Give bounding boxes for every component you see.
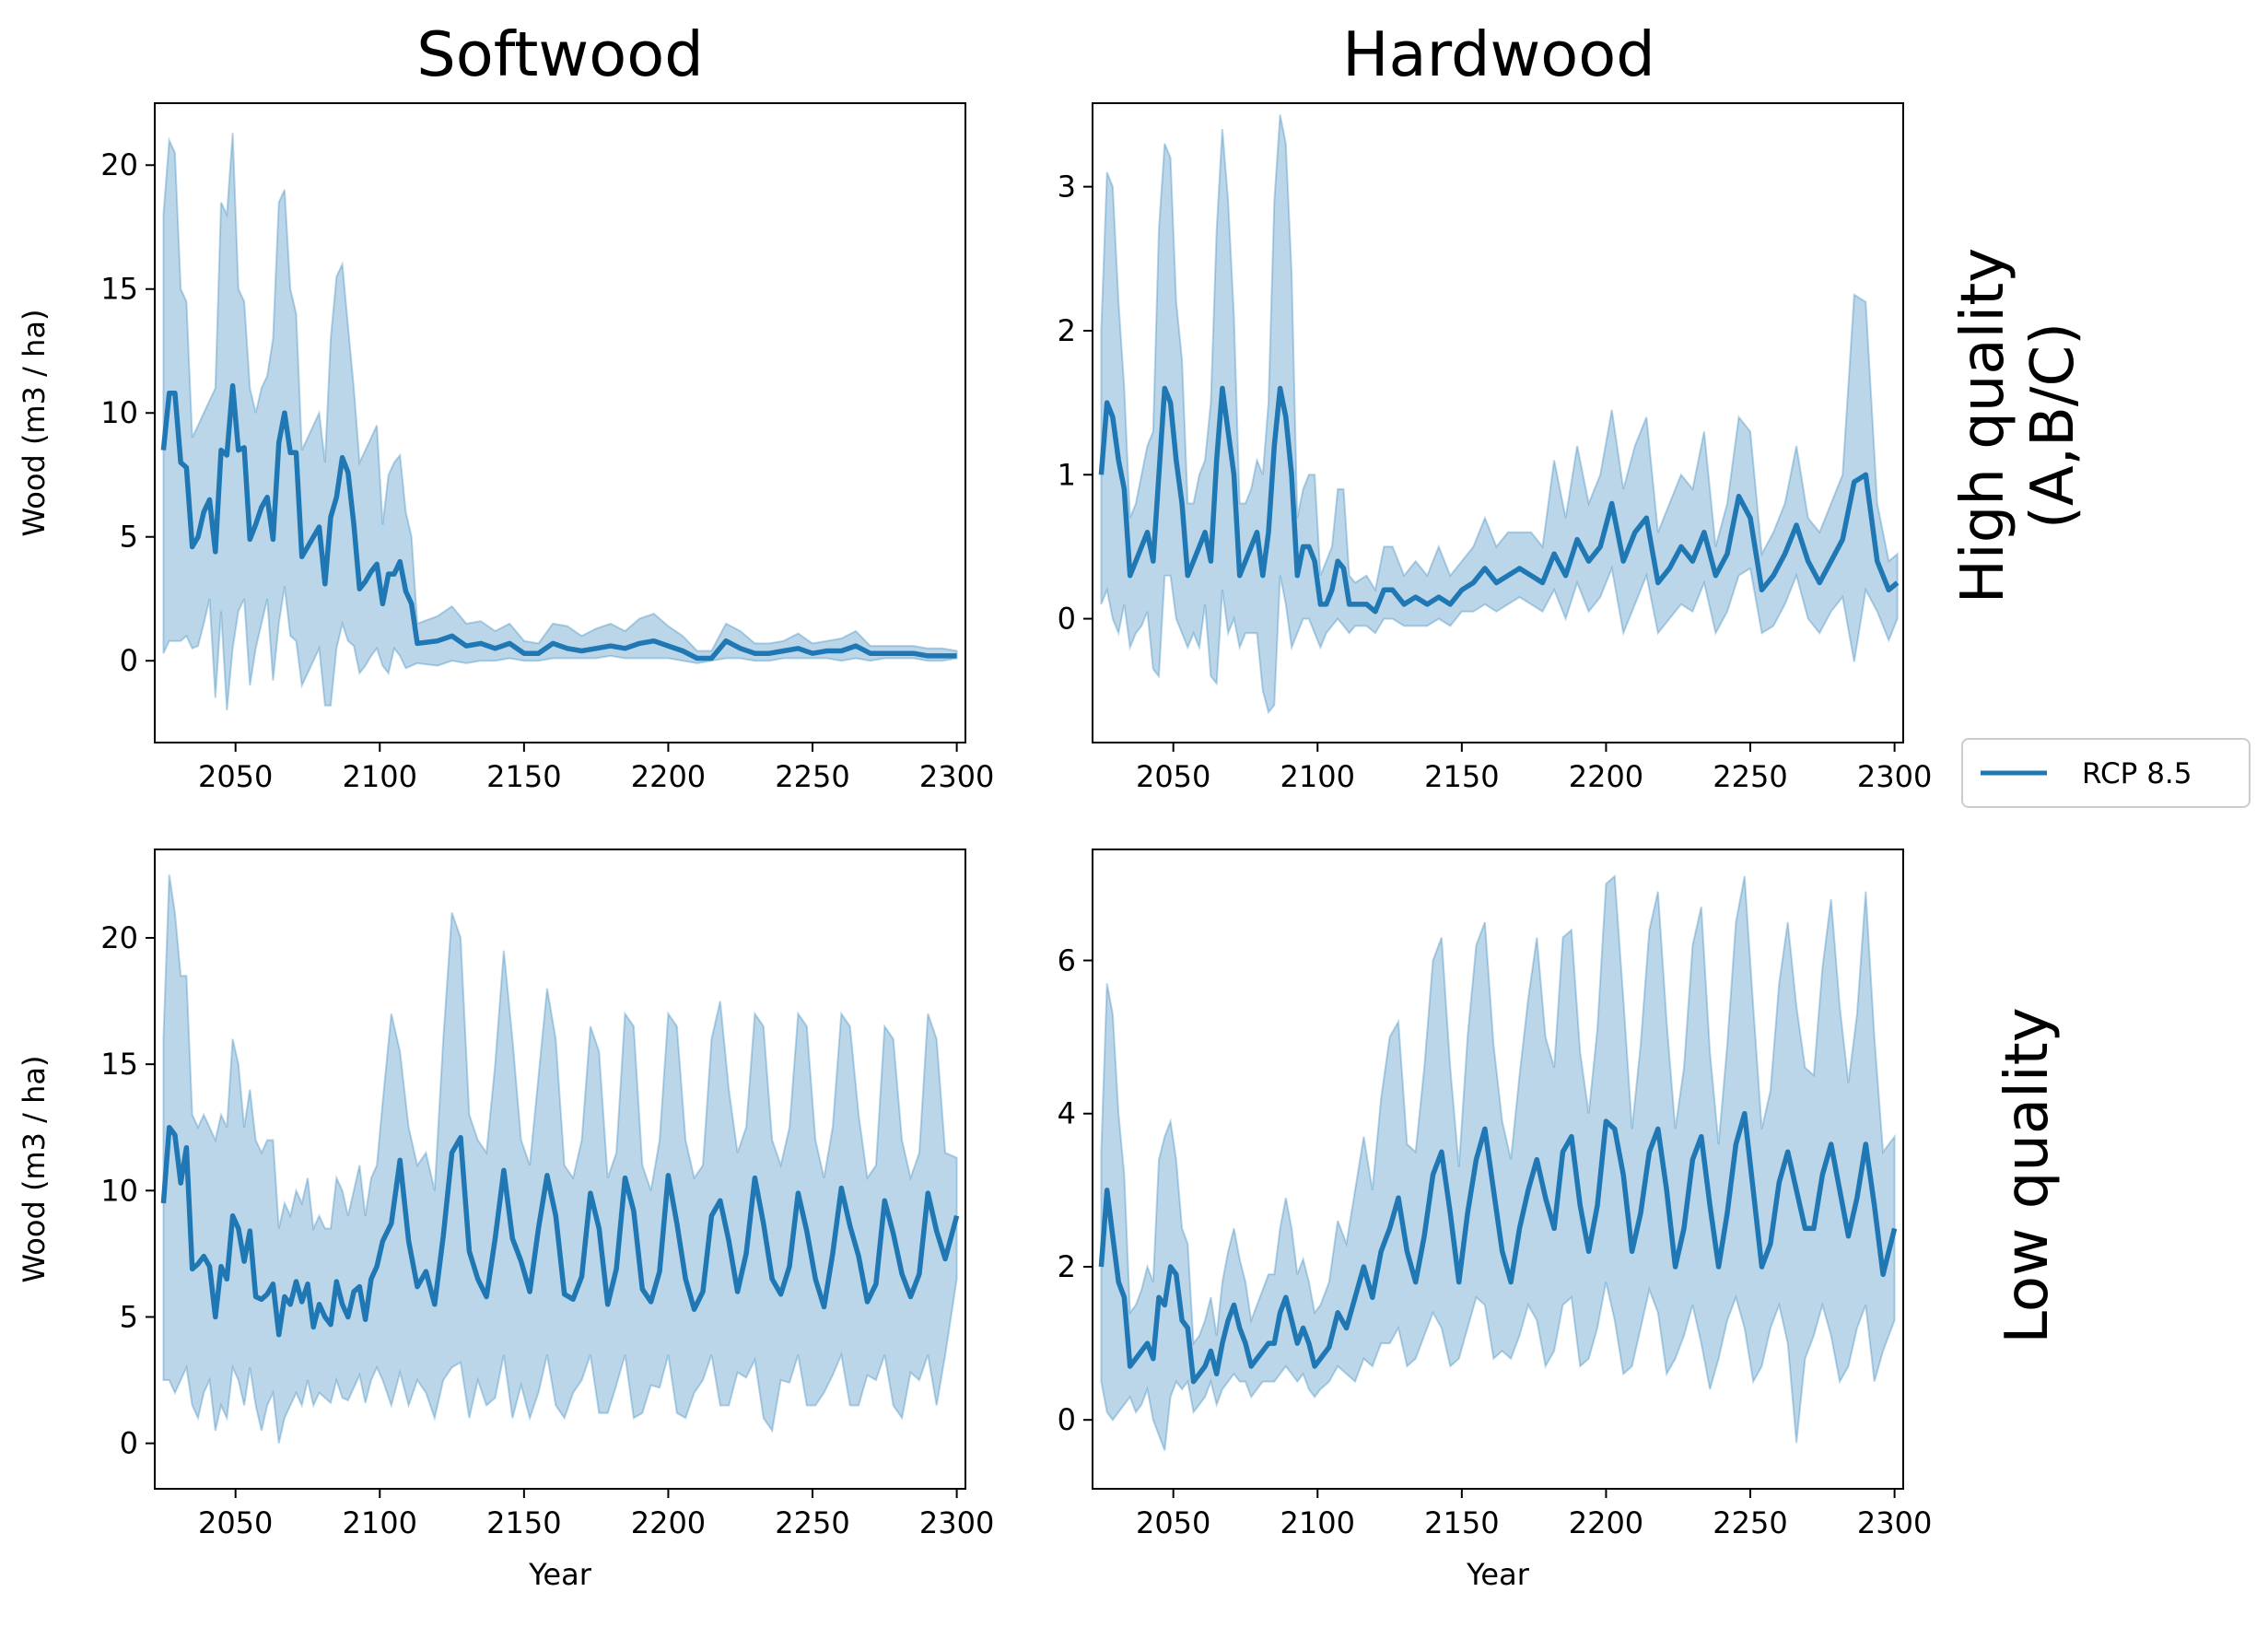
- x-tick-label: 2050: [198, 1505, 273, 1540]
- y-tick-label: 1: [1058, 457, 1076, 492]
- y-tick-label: 6: [1058, 943, 1076, 978]
- legend-frame: [1961, 738, 2250, 808]
- y-tick-label: 10: [100, 395, 138, 430]
- y-tick-label: 20: [100, 147, 138, 182]
- row-label-low-quality: Low quality: [1993, 1007, 2062, 1343]
- plot-area: [1098, 874, 1898, 1451]
- x-tick-label: 2050: [1136, 1505, 1210, 1540]
- x-tick-label: 2300: [919, 759, 994, 794]
- y-tick-label: 10: [100, 1173, 138, 1208]
- y-tick-label: 15: [100, 1047, 138, 1082]
- x-tick-label: 2200: [631, 759, 706, 794]
- x-tick-label: 2050: [198, 759, 273, 794]
- x-tick-label: 2100: [343, 759, 417, 794]
- plot-area: [160, 874, 960, 1444]
- y-tick-label: 2: [1058, 1249, 1076, 1284]
- x-tick-label: 2200: [1569, 1505, 1643, 1540]
- axes-frame: [1092, 849, 1904, 1490]
- y-tick-label: 3: [1058, 170, 1076, 205]
- plot-area: [1098, 114, 1900, 715]
- y-tick-label: 0: [120, 643, 138, 678]
- x-tick-label: 2150: [486, 759, 561, 794]
- series-line: [1098, 385, 1900, 615]
- y-tick-label: 4: [1058, 1096, 1076, 1131]
- y-axis-label: Wood (m3 / ha): [17, 310, 52, 537]
- series-line: [160, 1124, 960, 1338]
- y-tick-label: 0: [1058, 1402, 1076, 1437]
- y-tick-label: 2: [1058, 313, 1076, 348]
- x-tick-label: 2300: [919, 1505, 994, 1540]
- x-axis-label: Year: [1466, 1557, 1530, 1592]
- x-tick-label: 2100: [1280, 759, 1355, 794]
- y-tick-label: 15: [100, 272, 138, 307]
- column-title-hardwood: Hardwood: [1342, 18, 1655, 90]
- x-tick-label: 2300: [1857, 759, 1932, 794]
- y-tick-label: 20: [100, 920, 138, 955]
- row-label-low-quality-line1: Low quality: [1993, 1007, 2062, 1343]
- y-tick-label: 0: [1058, 602, 1076, 637]
- legend-label: RCP 8.5: [2082, 757, 2192, 790]
- x-tick-label: 2250: [775, 1505, 849, 1540]
- x-tick-label: 2300: [1857, 1505, 1932, 1540]
- confidence-band: [1100, 874, 1896, 1451]
- x-tick-label: 2200: [1569, 759, 1643, 794]
- row-label-high-quality-line1: High quality: [1949, 248, 2017, 603]
- row-label-high-quality: High quality (A,B/C): [1949, 248, 2087, 603]
- x-tick-label: 2250: [1713, 759, 1787, 794]
- x-tick-label: 2200: [631, 1505, 706, 1540]
- panel-2: 2050 2100 2150 2200 2250 2300 0 1 2 3: [1058, 102, 1932, 794]
- x-tick-label: 2250: [775, 759, 849, 794]
- y-tick-label: 5: [120, 520, 138, 555]
- y-tick-label: 5: [120, 1299, 138, 1334]
- x-tick-label: 2150: [1424, 1505, 1499, 1540]
- x-tick-label: 2150: [486, 1505, 561, 1540]
- x-tick-label: 2050: [1136, 759, 1210, 794]
- axes-frame: [154, 102, 966, 743]
- y-axis-label: Wood (m3 / ha): [17, 1056, 52, 1283]
- row-label-high-quality-line2: (A,B/C): [2019, 322, 2087, 529]
- x-tick-label: 2250: [1713, 1505, 1787, 1540]
- panel-3: 2050 2100 2150 2200 2250 2300 0 5 10 15 20 Year Wood…: [17, 849, 994, 1592]
- series-line: [1098, 1110, 1898, 1385]
- x-tick-label: 2100: [343, 1505, 417, 1540]
- x-tick-label: 2100: [1280, 1505, 1355, 1540]
- axes-frame: [154, 849, 966, 1490]
- panel-4: 2050 2100 2150 2200 2250 2300 0 2 4 6 Year: [1058, 849, 1932, 1592]
- column-title-softwood: Softwood: [416, 18, 704, 90]
- series-line: [160, 382, 957, 661]
- x-axis-label: Year: [528, 1557, 592, 1592]
- panel-1: 2050 2100 2150 2200 2250 2300 0 5 10 15 20 Wood (m3…: [17, 102, 994, 794]
- plot-area: [160, 133, 958, 711]
- legend: RCP 8.5: [1961, 738, 2250, 808]
- axes-frame: [1092, 102, 1904, 743]
- y-tick-label: 0: [120, 1426, 138, 1461]
- x-tick-label: 2150: [1424, 759, 1499, 794]
